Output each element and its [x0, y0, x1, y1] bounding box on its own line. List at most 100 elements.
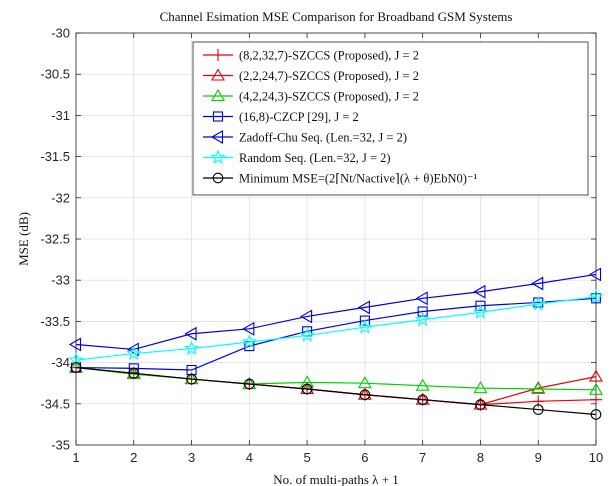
- data-point: [472, 304, 489, 319]
- data-point: [473, 284, 486, 299]
- data-point: [184, 326, 197, 341]
- data-point: [415, 378, 430, 391]
- legend-item: (8,2,32,7)-SZCCS (Proposed), J = 2: [203, 49, 419, 63]
- y-axis-ticks: -35 -34.5 -34 -33.5 -33 -32.5 -32 -31.5 -31 -30.5…: [40, 26, 596, 453]
- y-tick-label: -34.5: [40, 396, 70, 411]
- y-tick-label: -32: [51, 190, 70, 205]
- data-point: [243, 378, 255, 390]
- data-point: [242, 321, 255, 336]
- data-point: [183, 340, 200, 356]
- data-point: [415, 311, 431, 327]
- data-point: [126, 342, 139, 357]
- legend-marker: [212, 172, 224, 184]
- legend-box: [192, 41, 589, 196]
- series-layer: [68, 267, 604, 420]
- series-7: [70, 362, 602, 420]
- data-point: [241, 333, 257, 349]
- data-point: [301, 383, 313, 395]
- data-point: [357, 300, 370, 315]
- series-6: [68, 288, 604, 367]
- legend-item: Minimum MSE=(2⌈Nt/Nactive⌉(λ + θ)EbN0)⁻¹: [203, 172, 477, 186]
- y-tick-label: -32.5: [40, 232, 70, 247]
- legend-item: Random Seq. (Len.=32, J = 2): [203, 149, 391, 165]
- x-tick-label: 7: [419, 450, 426, 465]
- data-point: [359, 389, 371, 401]
- data-point: [300, 375, 315, 388]
- legend-marker: [210, 149, 226, 164]
- x-tick-label: 3: [188, 450, 195, 465]
- x-axis-label: No. of multi-paths λ + 1: [273, 472, 399, 486]
- legend-label: (2,2,24,7)-SZCCS (Proposed), J = 2: [239, 69, 419, 83]
- data-point: [590, 393, 602, 406]
- x-tick-label: 2: [130, 450, 137, 465]
- legend-label: (16,8)-CZCP [29], J = 2: [239, 110, 359, 124]
- data-point: [532, 395, 545, 408]
- legend-label: Random Seq. (Len.=32, J = 2): [239, 151, 391, 165]
- data-point: [531, 276, 544, 291]
- series-line: [75, 366, 597, 406]
- data-point: [126, 345, 142, 361]
- legend-label: Zadoff-Chu Seq. (Len.=32, J = 2): [239, 131, 407, 145]
- legend-marker: [212, 111, 224, 122]
- series-line: [75, 297, 597, 371]
- data-point: [475, 300, 486, 311]
- y-tick-label: -33: [51, 273, 70, 288]
- y-tick-label: -31: [51, 108, 70, 123]
- x-tick-label: 4: [246, 450, 253, 465]
- series-line: [75, 366, 597, 416]
- series-line: [75, 273, 597, 351]
- data-point: [70, 362, 82, 373]
- data-point: [415, 291, 428, 306]
- data-point: [357, 376, 372, 389]
- data-point: [590, 409, 602, 420]
- x-axis-ticks: 1 2 3 4 5 6 7 8 9 10: [72, 33, 603, 465]
- legend-item: (16,8)-CZCP [29], J = 2: [203, 110, 359, 124]
- data-point: [589, 369, 603, 382]
- legend-label: (4,2,24,3)-SZCCS (Proposed), J = 2: [239, 90, 419, 104]
- data-point: [417, 306, 428, 317]
- x-tick-label: 5: [303, 450, 310, 465]
- y-tick-label: -33.5: [40, 314, 70, 329]
- data-point: [588, 288, 604, 304]
- legend: (8,2,32,7)-SZCCS (Proposed), J = 2 (2,2,2…: [192, 41, 589, 196]
- y-tick-label: -30.5: [40, 67, 70, 82]
- data-point: [532, 404, 544, 415]
- data-point: [359, 315, 370, 326]
- legend-label: Minimum MSE=(2⌈Nt/Nactive⌉(λ + θ)EbN0)⁻¹: [239, 172, 477, 186]
- legend-item: (2,2,24,7)-SZCCS (Proposed), J = 2: [203, 68, 419, 83]
- y-tick-label: -31.5: [40, 149, 70, 164]
- data-point: [473, 381, 488, 394]
- legend-marker: [210, 130, 224, 144]
- legend-marker: [211, 88, 225, 102]
- x-tick-label: 8: [477, 450, 484, 465]
- data-point: [417, 394, 429, 406]
- data-point: [300, 309, 313, 324]
- data-point: [531, 381, 546, 395]
- data-point: [186, 373, 197, 385]
- legend-marker: [212, 49, 224, 61]
- x-tick-label: 9: [535, 450, 542, 465]
- legend-label: (8,2,32,7)-SZCCS (Proposed), J = 2: [239, 49, 419, 63]
- data-point: [475, 399, 486, 410]
- data-point: [588, 267, 602, 282]
- series-line: [75, 366, 597, 406]
- data-point: [357, 319, 373, 334]
- legend-item: Zadoff-Chu Seq. (Len.=32, J = 2): [203, 130, 407, 145]
- legend-marker: [211, 68, 225, 81]
- x-tick-label: 6: [361, 450, 368, 465]
- data-point: [299, 327, 315, 342]
- x-tick-label: 10: [589, 450, 603, 465]
- x-tick-label: 1: [72, 450, 79, 465]
- legend-item: (4,2,24,3)-SZCCS (Proposed), J = 2: [203, 88, 419, 104]
- series-3: [69, 360, 603, 395]
- series-line: [75, 296, 597, 361]
- y-tick-label: -35: [51, 438, 70, 453]
- series-5: [68, 267, 602, 357]
- data-point: [68, 337, 82, 352]
- y-axis-label: MSE (dB): [16, 212, 31, 266]
- y-tick-label: -30: [51, 26, 70, 41]
- y-tick-label: -34: [51, 355, 70, 370]
- data-point: [128, 367, 140, 379]
- series-line: [75, 366, 597, 391]
